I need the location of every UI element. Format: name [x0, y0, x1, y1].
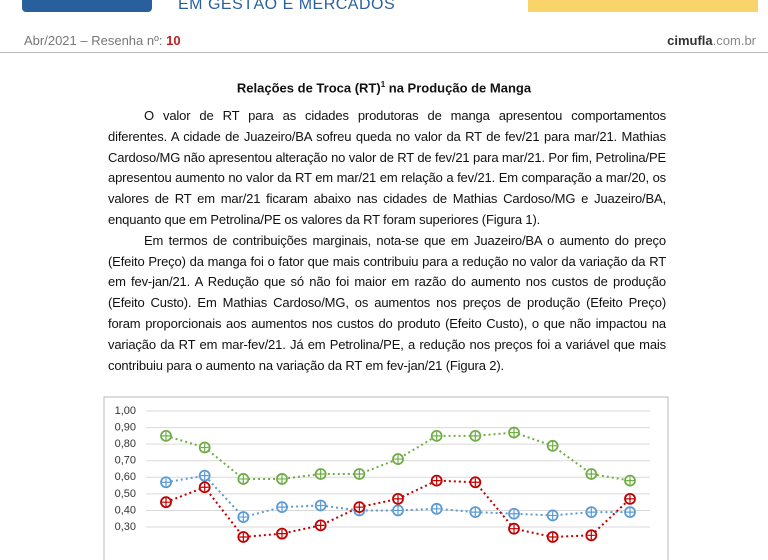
- marker-cross: [548, 441, 557, 450]
- chart-frame: [103, 396, 669, 560]
- marker-cross: [278, 474, 286, 483]
- marker-cross: [316, 469, 325, 478]
- marker-cross: [587, 531, 596, 540]
- marker-cross: [239, 513, 248, 522]
- marker-cross: [471, 478, 480, 487]
- marker-cross: [162, 431, 170, 440]
- marker-cross: [626, 494, 634, 503]
- marker-cross: [510, 428, 518, 437]
- y-tick-label: 0,50: [115, 488, 136, 500]
- marker-cross: [278, 529, 286, 538]
- marker-cross: [316, 521, 325, 530]
- marker-cross: [626, 476, 634, 485]
- article-title: Relações de Troca (RT)1 na Produção de M…: [0, 80, 768, 95]
- y-tick-label: 0,40: [115, 504, 136, 516]
- y-tick-label: 1,00: [115, 405, 136, 417]
- issue-info: Abr/2021 – Resenha nº: 10: [24, 33, 181, 48]
- marker-cross: [471, 431, 480, 440]
- marker-cross: [510, 509, 518, 518]
- title-note: 1: [380, 80, 386, 89]
- site[interactable]: cimufla.com.br: [667, 33, 756, 48]
- title-suffix: na Produção de Manga: [385, 80, 532, 96]
- marker-cross: [394, 506, 402, 515]
- marker-cross: [510, 524, 518, 533]
- logo: [22, 0, 152, 12]
- paragraph: Em termos de contribuições marginais, no…: [108, 232, 666, 373]
- marker-cross: [432, 431, 441, 440]
- marker-cross: [200, 483, 209, 492]
- y-tick-label: 0,30: [115, 521, 136, 533]
- marker-cross: [394, 494, 402, 503]
- marker-cross: [626, 508, 634, 517]
- marker-cross: [200, 443, 209, 452]
- y-tick-label: 0,60: [115, 471, 136, 483]
- marker-cross: [432, 504, 441, 513]
- marker-cross: [394, 455, 402, 464]
- header-subtitle: EM GESTÃO E MERCADOS: [178, 0, 396, 13]
- issue-number: 10: [166, 33, 181, 48]
- marker-cross: [278, 503, 286, 512]
- marker-cross: [587, 508, 596, 517]
- site-domain: .com.br: [712, 33, 756, 48]
- site-name: cimufla: [667, 33, 713, 48]
- marker-cross: [471, 508, 480, 517]
- issue-line: Abr/2021 – Resenha nº:: [24, 33, 163, 48]
- header-band: [0, 28, 768, 53]
- y-tick-label: 0,80: [115, 438, 136, 450]
- marker-cross: [162, 478, 170, 487]
- title-text: Relações de Troca (RT): [236, 80, 381, 96]
- y-tick-label: 0,90: [115, 421, 136, 433]
- marker-cross: [355, 503, 364, 512]
- paragraph: O valor de RT para as cidades produtoras…: [108, 108, 666, 227]
- marker-cross: [239, 474, 248, 483]
- header-accent: [528, 0, 758, 12]
- marker-cross: [355, 469, 364, 478]
- marker-cross: [162, 498, 170, 507]
- article-body: O valor de RT para as cidades produtoras…: [108, 106, 666, 376]
- marker-cross: [587, 469, 596, 478]
- marker-cross: [548, 511, 557, 520]
- marker-cross: [200, 471, 209, 480]
- marker-cross: [316, 501, 325, 510]
- marker-cross: [432, 476, 441, 485]
- y-tick-label: 0,70: [115, 455, 136, 467]
